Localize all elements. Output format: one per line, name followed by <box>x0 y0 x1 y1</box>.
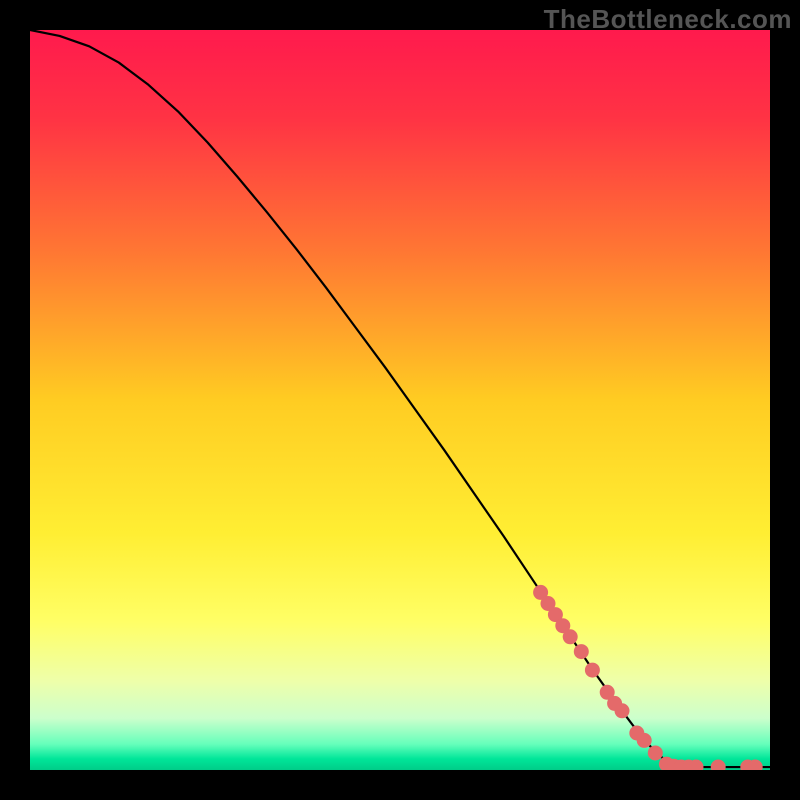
marker-point <box>574 645 588 659</box>
watermark-text: TheBottleneck.com <box>544 4 792 35</box>
marker-point <box>748 760 762 770</box>
marker-point <box>648 746 662 760</box>
plot-area <box>30 30 770 770</box>
marker-point <box>689 760 703 770</box>
gradient-background <box>30 30 770 770</box>
chart-container: { "watermark": "TheBottleneck.com", "cha… <box>0 0 800 800</box>
marker-point <box>585 663 599 677</box>
marker-point <box>711 760 725 770</box>
marker-point <box>563 630 577 644</box>
marker-point <box>637 733 651 747</box>
marker-point <box>615 704 629 718</box>
chart-svg <box>30 30 770 770</box>
